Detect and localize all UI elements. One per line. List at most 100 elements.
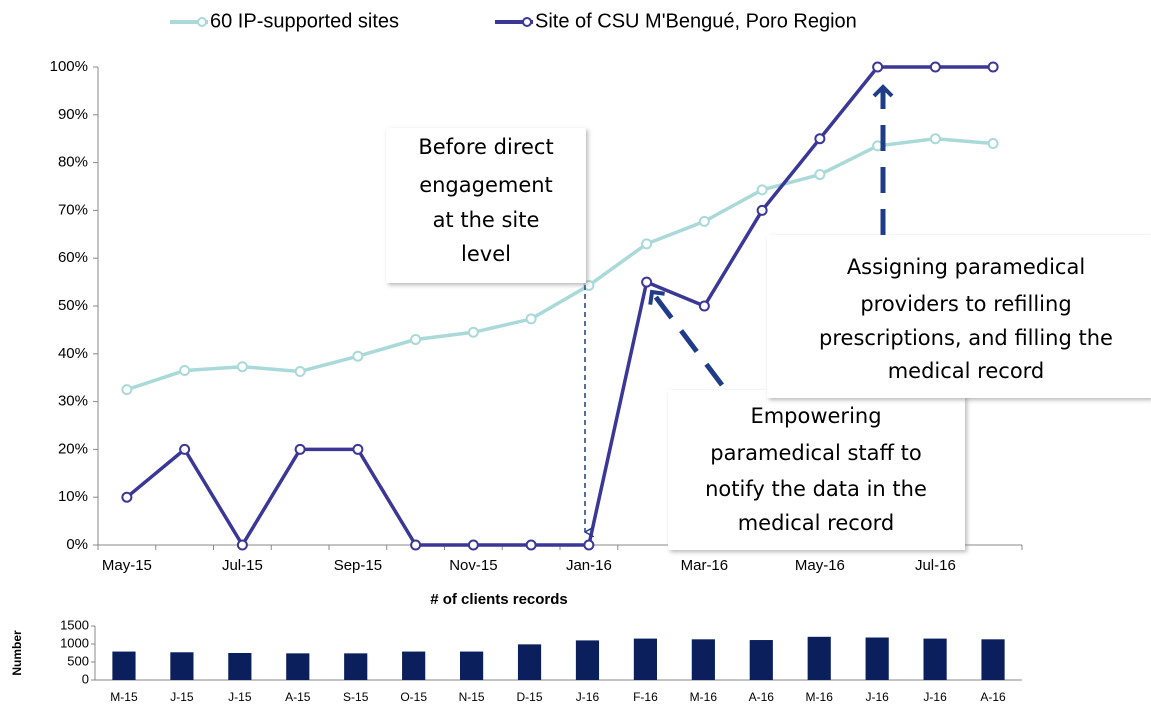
legend-marker [522,17,532,27]
y-axis-label: Number [10,630,24,676]
annotation-text: prescriptions, and filling the [819,326,1113,350]
point-marker [525,539,537,551]
y-tick-label: 10% [58,488,88,505]
x-tick-label: A-16 [749,690,775,704]
annotation-text: Empowering [750,404,881,428]
annotation-text: at the site [433,208,540,232]
arrow [648,289,724,387]
x-tick-label: Mar-16 [681,557,729,574]
point-marker [641,276,653,288]
point-marker [410,333,422,345]
y-tick-label: 1000 [60,635,89,650]
x-tick-label: A-16 [980,690,1006,704]
annotation-text: notify the data in the [705,477,927,501]
point-marker [525,313,537,325]
annotation-text: level [461,242,511,266]
bar [749,640,773,680]
y-tick-label: 90% [58,106,88,123]
y-tick-label: 1500 [60,617,89,632]
annotation-text: Before direct [418,135,553,159]
point-marker [121,491,133,503]
x-tick-label: Jan-16 [566,557,612,574]
legend-label: 60 IP-supported sites [210,10,399,32]
point-marker [467,539,479,551]
point-marker [987,137,999,149]
bar [286,653,310,680]
point-marker [929,61,941,73]
legend-label: Site of CSU M'Bengué, Poro Region [535,10,857,32]
x-tick-label: May-15 [102,557,152,574]
bar [633,638,657,680]
annotation-box [767,235,1151,398]
x-tick-label: M-16 [806,690,834,704]
point-marker [179,365,191,377]
annotation-text: medical record [888,359,1045,383]
y-tick-label: 100% [50,58,88,75]
bar [807,636,831,680]
y-tick-label: 20% [58,440,88,457]
point-marker [929,133,941,145]
series-line [125,65,994,547]
annotation-box [668,390,965,550]
annotation-text: engagement [419,173,553,197]
x-tick-label: Jul-16 [915,557,956,574]
annotation-text: Assigning paramedical [847,255,1085,279]
y-tick-label: 0 [82,671,89,686]
bar [517,644,542,680]
bar [170,652,194,680]
point-marker [583,539,595,551]
point-marker [756,184,768,196]
bar [981,639,1005,680]
point-marker [814,169,826,181]
x-tick-label: O-15 [400,690,427,704]
point-marker [294,365,306,377]
x-tick-label: J-16 [865,690,889,704]
y-tick-label: 70% [58,201,88,218]
point-marker [814,133,826,145]
annotation-text: paramedical staff to [710,441,921,465]
series-line [126,136,994,392]
bar [865,637,889,680]
point-marker [756,204,768,216]
point-marker [294,443,306,455]
point-marker [410,539,422,551]
x-tick-label: May-16 [795,557,845,574]
point-marker [698,215,710,227]
annotation-text: providers to refilling [860,292,1071,316]
point-marker [179,443,191,455]
point-marker [236,361,248,373]
bar [691,639,715,680]
point-marker [121,384,133,396]
y-tick-label: 500 [67,653,89,668]
x-tick-label: M-15 [110,690,138,704]
x-tick-label: J-16 [923,690,947,704]
x-tick-label: J-15 [228,690,252,704]
x-tick-label: D-15 [517,690,543,704]
point-marker [236,539,248,551]
x-tick-label: Sep-15 [334,557,382,574]
point-marker [641,238,653,250]
annotation-box [386,128,586,283]
x-tick-label: F-16 [633,690,658,704]
x-tick-label: Nov-15 [449,557,497,574]
legend-marker [197,17,207,27]
point-marker [987,61,999,73]
x-tick-label: J-15 [170,690,194,704]
point-marker [352,350,364,362]
point-marker [352,443,364,455]
x-tick-label: M-16 [690,690,718,704]
y-tick-label: 30% [58,393,88,410]
x-tick-label: A-15 [285,690,311,704]
point-marker [698,300,710,312]
annotations: Before direct engagement at the site level E… [386,128,1151,550]
y-tick-label: 80% [58,154,88,171]
chart-title: # of clients records [430,591,568,608]
y-tick-label: 60% [58,249,88,266]
x-tick-label: S-15 [343,690,369,704]
bar [344,653,368,680]
bar [460,651,484,680]
y-tick-label: 0% [66,536,88,553]
y-tick-label: 40% [58,345,88,362]
bar [575,640,600,680]
